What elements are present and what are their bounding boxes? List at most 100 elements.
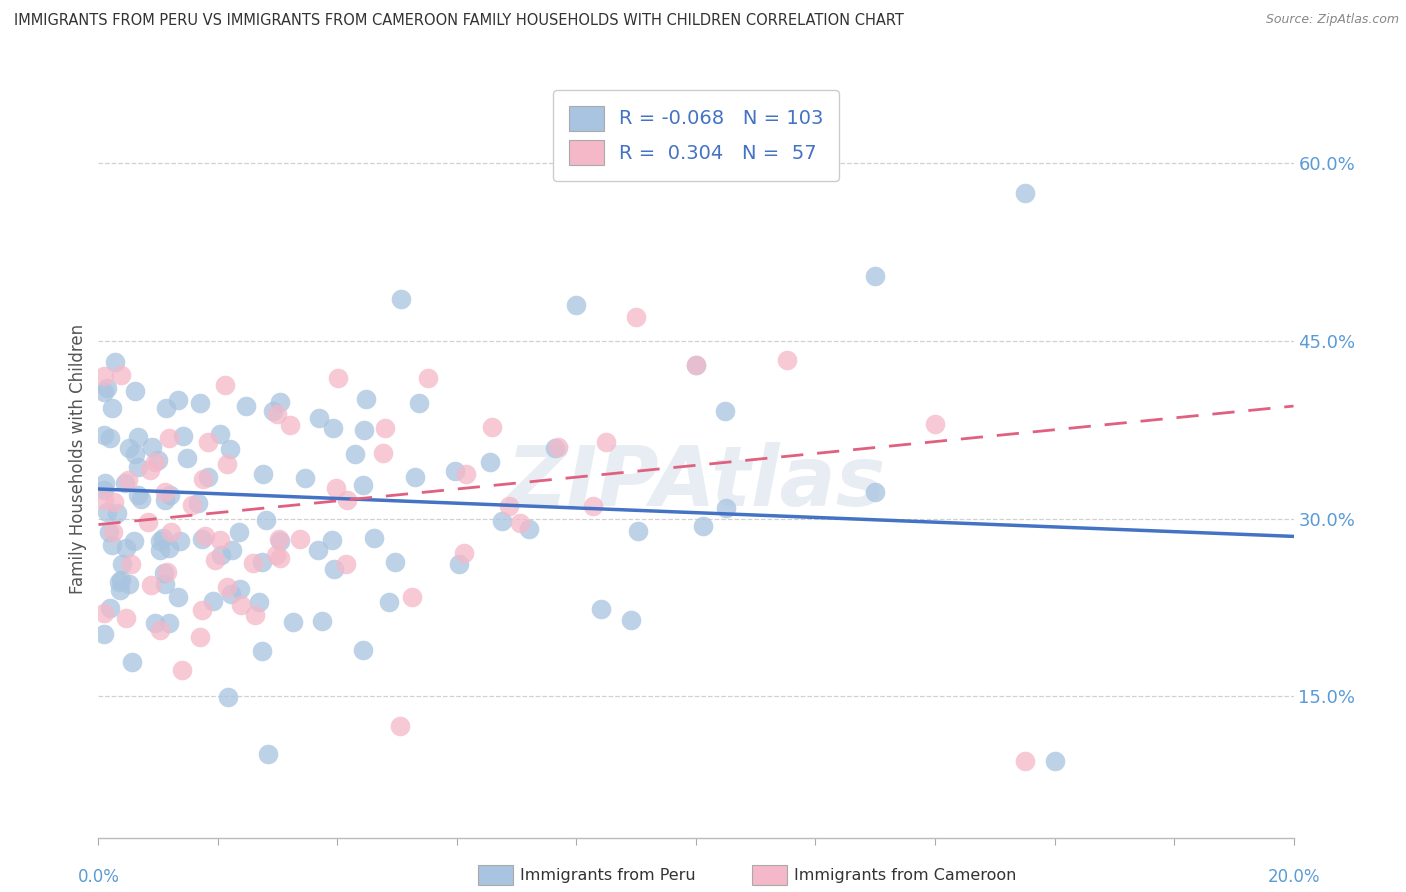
Point: [262, 404, 284, 418]
Point: [146, 452, 169, 467]
Point: [156, 565, 179, 579]
Point: [363, 531, 385, 545]
Point: [115, 611, 138, 625]
Point: [143, 455, 166, 469]
Point: [595, 434, 617, 449]
Point: [242, 556, 264, 570]
Point: [245, 608, 267, 623]
Point: [139, 463, 162, 477]
Point: [118, 576, 141, 591]
Point: [160, 524, 183, 539]
Point: [114, 475, 136, 490]
Text: IMMIGRANTS FROM PERU VS IMMIGRANTS FROM CAMEROON FAMILY HOUSEHOLDS WITH CHILDREN: IMMIGRANTS FROM PERU VS IMMIGRANTS FROM …: [14, 13, 904, 29]
Point: [252, 467, 274, 482]
Point: [250, 556, 273, 570]
Point: [713, 404, 735, 418]
Point: [247, 595, 270, 609]
Y-axis label: Family Households with Children: Family Households with Children: [69, 325, 87, 594]
Point: [127, 429, 149, 443]
Point: [418, 370, 440, 384]
Point: [1014, 186, 1036, 200]
Point: [326, 370, 349, 384]
Point: [155, 401, 177, 415]
Point: [93, 475, 115, 490]
Point: [221, 543, 243, 558]
Point: [254, 513, 277, 527]
Point: [547, 440, 569, 454]
Point: [307, 542, 329, 557]
Point: [197, 434, 219, 449]
Point: [191, 472, 214, 486]
Point: [447, 557, 470, 571]
Point: [120, 557, 142, 571]
Point: [157, 541, 180, 555]
Point: [176, 451, 198, 466]
Point: [111, 558, 134, 572]
Point: [188, 396, 211, 410]
Point: [627, 524, 650, 538]
Point: [257, 747, 280, 762]
Point: [288, 532, 311, 546]
Point: [104, 355, 127, 369]
Point: [229, 582, 252, 596]
Point: [325, 481, 347, 495]
Point: [124, 534, 146, 549]
Point: [408, 396, 430, 410]
Point: [214, 378, 236, 392]
Point: [389, 292, 412, 306]
Point: [100, 601, 122, 615]
Point: [108, 574, 131, 589]
Point: [110, 573, 132, 587]
Point: [229, 598, 252, 612]
Point: [172, 428, 194, 442]
Point: [692, 519, 714, 533]
Point: [544, 441, 567, 455]
Point: [157, 431, 180, 445]
Text: 20.0%: 20.0%: [1267, 868, 1320, 886]
Point: [250, 644, 273, 658]
Point: [217, 580, 239, 594]
Point: [110, 368, 132, 383]
Point: [127, 460, 149, 475]
Point: [201, 594, 224, 608]
Point: [626, 310, 648, 325]
Point: [371, 446, 394, 460]
Point: [166, 590, 188, 604]
Point: [209, 426, 232, 441]
Point: [157, 616, 180, 631]
Point: [194, 529, 217, 543]
Point: [93, 606, 115, 620]
Point: [124, 447, 146, 461]
Point: [404, 470, 426, 484]
Point: [187, 496, 209, 510]
Point: [235, 399, 257, 413]
Point: [335, 557, 357, 571]
Point: [620, 614, 643, 628]
Point: [374, 420, 396, 434]
Text: Immigrants from Peru: Immigrants from Peru: [520, 869, 696, 883]
Point: [217, 690, 239, 704]
Point: [155, 577, 177, 591]
Point: [98, 524, 121, 539]
Point: [152, 566, 174, 581]
Point: [121, 655, 143, 669]
Point: [98, 431, 121, 445]
Point: [159, 488, 181, 502]
Point: [311, 614, 333, 628]
Point: [456, 467, 478, 481]
Point: [209, 548, 232, 562]
Point: [152, 531, 174, 545]
Point: [219, 442, 242, 456]
Text: 0.0%: 0.0%: [77, 868, 120, 886]
Point: [149, 624, 172, 638]
Point: [591, 602, 613, 616]
Point: [266, 548, 288, 562]
Point: [565, 298, 588, 312]
Point: [322, 421, 344, 435]
Point: [103, 495, 125, 509]
Point: [139, 577, 162, 591]
Point: [281, 615, 304, 629]
Point: [924, 417, 946, 431]
Point: [685, 358, 707, 372]
Point: [354, 392, 377, 406]
